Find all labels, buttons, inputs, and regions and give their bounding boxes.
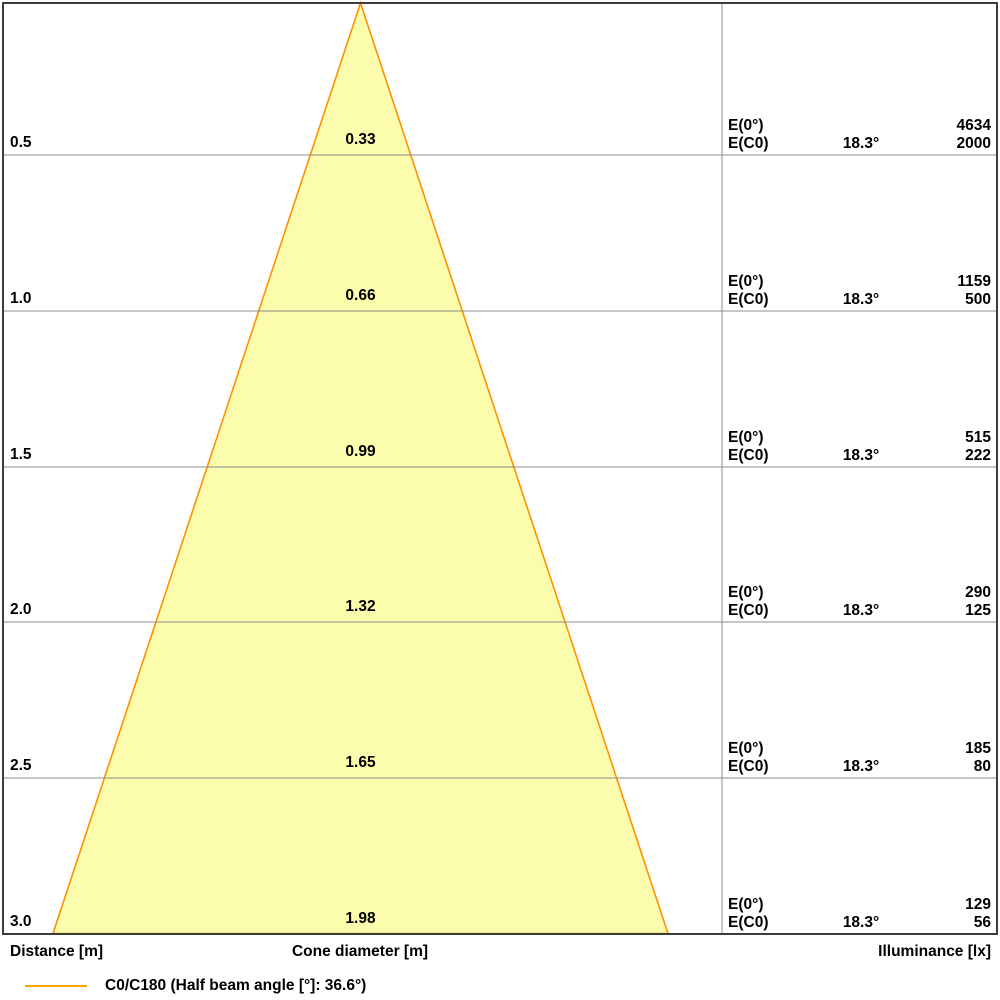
distance-tick-label: 3.0	[10, 913, 32, 930]
beam-angle-value: 18.3°	[842, 914, 880, 931]
axis-label-illuminance: Illuminance [lx]	[878, 943, 991, 960]
beam-angle-value: 18.3°	[842, 135, 880, 152]
e0-value: 185	[965, 740, 991, 757]
e0-value: 129	[965, 896, 991, 913]
distance-tick-label: 2.5	[10, 757, 32, 774]
cone-diameter-value: 0.99	[345, 443, 376, 460]
beam-angle-value: 18.3°	[842, 758, 880, 775]
e0-value: 515	[965, 429, 991, 446]
ec0-label: E(C0)	[728, 135, 769, 152]
ec0-label: E(C0)	[728, 447, 769, 464]
legend: C0/C180 (Half beam angle [°]: 36.6°)	[25, 977, 366, 994]
ec0-value: 56	[973, 914, 991, 931]
legend-label: C0/C180 (Half beam angle [°]: 36.6°)	[105, 977, 367, 994]
e0-label: E(0°)	[728, 273, 764, 290]
ec0-value: 125	[965, 602, 991, 619]
e0-label: E(0°)	[728, 117, 764, 134]
diagram-frame	[2, 2, 998, 935]
e0-label: E(0°)	[728, 429, 764, 446]
e0-value: 290	[965, 584, 991, 601]
ec0-label: E(C0)	[728, 602, 769, 619]
cone-diameter-value: 1.65	[345, 754, 376, 771]
ec0-label: E(C0)	[728, 758, 769, 775]
distance-tick-label: 1.0	[10, 290, 32, 307]
beam-angle-value: 18.3°	[842, 291, 880, 308]
legend-line-icon	[25, 984, 87, 987]
beam-angle-value: 18.3°	[842, 602, 880, 619]
cone-diameter-value: 0.33	[345, 131, 376, 148]
ec0-value: 80	[973, 758, 991, 775]
ec0-value: 2000	[956, 135, 991, 152]
cone-diameter-value: 1.98	[345, 910, 376, 927]
axis-label-cone-diameter: Cone diameter [m]	[291, 943, 429, 960]
axis-label-distance: Distance [m]	[10, 943, 104, 960]
e0-label: E(0°)	[728, 584, 764, 601]
ec0-value: 222	[965, 447, 991, 464]
distance-tick-label: 0.5	[10, 134, 32, 151]
ec0-label: E(C0)	[728, 914, 769, 931]
e0-label: E(0°)	[728, 896, 764, 913]
distance-tick-label: 2.0	[10, 601, 32, 618]
ec0-label: E(C0)	[728, 291, 769, 308]
e0-label: E(0°)	[728, 740, 764, 757]
beam-angle-value: 18.3°	[842, 447, 880, 464]
cone-diameter-value: 1.32	[345, 598, 376, 615]
distance-tick-label: 1.5	[10, 446, 32, 463]
e0-value: 4634	[956, 117, 991, 134]
ec0-value: 500	[965, 291, 991, 308]
cone-diameter-value: 0.66	[345, 287, 376, 304]
e0-value: 1159	[957, 273, 991, 290]
